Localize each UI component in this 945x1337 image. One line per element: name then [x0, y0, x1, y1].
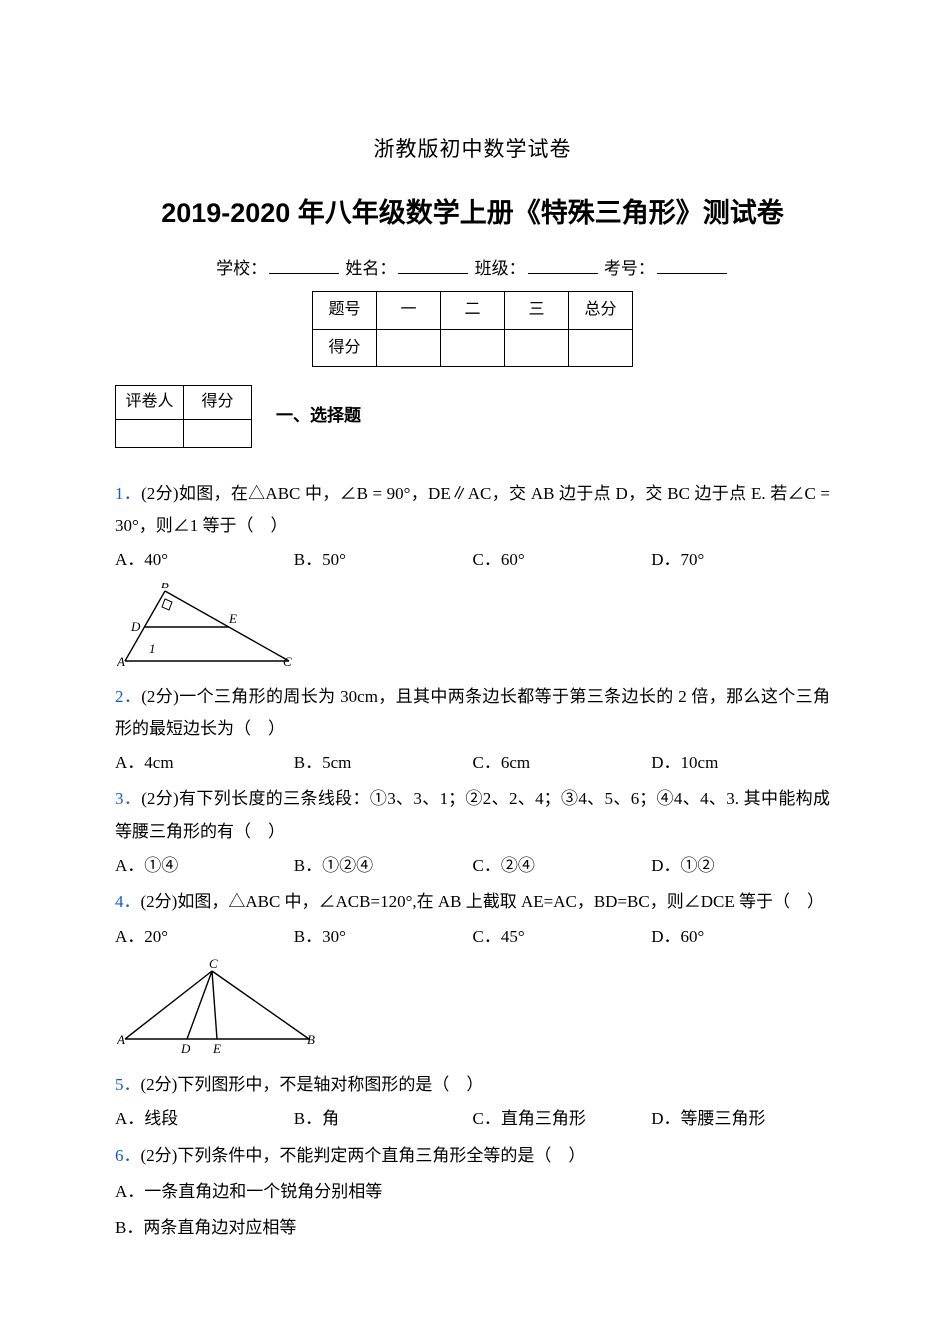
svg-text:C: C — [209, 959, 218, 971]
svg-text:C: C — [283, 654, 292, 667]
cell — [116, 419, 184, 447]
svg-text:E: E — [228, 611, 237, 626]
section-title: 一、选择题 — [276, 400, 361, 432]
question-number: 5． — [115, 1075, 141, 1094]
question-number: 1． — [115, 484, 141, 503]
table-row: 题号 一 二 三 总分 — [313, 292, 633, 329]
options-row: A．线段 B．角 C．直角三角形 D．等腰三角形 — [115, 1103, 830, 1135]
section-header: 评卷人 得分 一、选择题 — [115, 385, 830, 447]
subtitle: 浙教版初中数学试卷 — [115, 130, 830, 170]
svg-text:D: D — [180, 1041, 191, 1055]
cell — [441, 329, 505, 366]
question: 4．(2分)如图，△ABC 中，∠ACB=120°,在 AB 上截取 AE=AC… — [115, 886, 830, 918]
question-text: (2分)一个三角形的周长为 30cm，且其中两条边长都等于第三条边长的 2 倍，… — [115, 687, 830, 738]
question-number: 3． — [115, 789, 141, 808]
cell: 得分 — [313, 329, 377, 366]
question: 6．(2分)下列条件中，不能判定两个直角三角形全等的是（ ） — [115, 1140, 830, 1172]
option: A．4cm — [115, 747, 294, 779]
question: 5．(2分)下列图形中，不是轴对称图形的是（ ） — [115, 1069, 830, 1101]
question-text: (2分)有下列长度的三条线段：①3、3、1；②2、2、4；③4、5、6；④4、4… — [115, 789, 830, 840]
table-row: 评卷人 得分 — [116, 386, 252, 419]
question-text: (2分)下列图形中，不是轴对称图形的是（ ） — [141, 1075, 484, 1094]
option-line: A．一条直角边和一个锐角分别相等 — [115, 1176, 830, 1208]
cell — [377, 329, 441, 366]
cell: 题号 — [313, 292, 377, 329]
option: D．等腰三角形 — [651, 1103, 830, 1135]
option: C．6cm — [473, 747, 652, 779]
option: A．20° — [115, 921, 294, 953]
cell — [569, 329, 633, 366]
question-text: (2分)下列条件中，不能判定两个直角三角形全等的是（ ） — [141, 1146, 586, 1165]
cell: 总分 — [569, 292, 633, 329]
options-row: A．4cm B．5cm C．6cm D．10cm — [115, 747, 830, 779]
cell: 二 — [441, 292, 505, 329]
option: D．10cm — [651, 747, 830, 779]
blank-examno — [657, 257, 727, 274]
figure-triangle-1: A B C D E 1 — [117, 583, 830, 667]
table-row: 得分 — [313, 329, 633, 366]
label-school: 学校： — [216, 259, 267, 278]
option: A．线段 — [115, 1103, 294, 1135]
cell: 评卷人 — [116, 386, 184, 419]
score-table: 题号 一 二 三 总分 得分 — [312, 291, 633, 367]
option-line: B．两条直角边对应相等 — [115, 1212, 830, 1244]
svg-text:A: A — [117, 654, 125, 667]
question-text: (2分)如图，在△ABC 中，∠B = 90°，DE∥AC，交 AB 边于点 D… — [115, 484, 830, 535]
option: B．5cm — [294, 747, 473, 779]
svg-text:E: E — [212, 1041, 221, 1055]
blank-class — [528, 257, 598, 274]
label-class: 班级： — [475, 259, 526, 278]
options-row: A．40° B．50° C．60° D．70° — [115, 544, 830, 576]
main-title: 2019-2020 年八年级数学上册《特殊三角形》测试卷 — [115, 188, 830, 239]
options-row: A．①④ B．①②④ C．②④ D．①② — [115, 850, 830, 882]
cell: 得分 — [184, 386, 252, 419]
option: B．①②④ — [294, 850, 473, 882]
options-row: A．20° B．30° C．45° D．60° — [115, 921, 830, 953]
figure-triangle-2: A B C D E — [117, 959, 830, 1055]
cell: 三 — [505, 292, 569, 329]
svg-text:B: B — [307, 1032, 315, 1047]
option: C．②④ — [473, 850, 652, 882]
option: A．40° — [115, 544, 294, 576]
table-row — [116, 419, 252, 447]
document-page: 浙教版初中数学试卷 2019-2020 年八年级数学上册《特殊三角形》测试卷 学… — [0, 0, 945, 1306]
label-examno: 考号： — [604, 259, 655, 278]
option: D．60° — [651, 921, 830, 953]
option: B．角 — [294, 1103, 473, 1135]
cell — [505, 329, 569, 366]
blank-name — [398, 257, 468, 274]
option: C．45° — [473, 921, 652, 953]
svg-text:A: A — [117, 1032, 125, 1047]
blank-school — [269, 257, 339, 274]
question: 3．(2分)有下列长度的三条线段：①3、3、1；②2、2、4；③4、5、6；④4… — [115, 783, 830, 848]
question: 1．(2分)如图，在△ABC 中，∠B = 90°，DE∥AC，交 AB 边于点… — [115, 478, 830, 543]
option: C．60° — [473, 544, 652, 576]
option: D．①② — [651, 850, 830, 882]
option: C．直角三角形 — [473, 1103, 652, 1135]
question-text: (2分)如图，△ABC 中，∠ACB=120°,在 AB 上截取 AE=AC，B… — [141, 892, 824, 911]
question-number: 4． — [115, 892, 141, 911]
svg-text:D: D — [130, 619, 141, 634]
student-info-line: 学校： 姓名： 班级： 考号： — [115, 253, 830, 285]
option: D．70° — [651, 544, 830, 576]
option: B．30° — [294, 921, 473, 953]
cell: 一 — [377, 292, 441, 329]
option: A．①④ — [115, 850, 294, 882]
svg-text:1: 1 — [149, 641, 156, 656]
label-name: 姓名： — [345, 259, 396, 278]
option: B．50° — [294, 544, 473, 576]
cell — [184, 419, 252, 447]
question-number: 6． — [115, 1146, 141, 1165]
question: 2．(2分)一个三角形的周长为 30cm，且其中两条边长都等于第三条边长的 2 … — [115, 681, 830, 746]
grader-table: 评卷人 得分 — [115, 385, 252, 447]
svg-text:B: B — [161, 583, 169, 591]
question-number: 2． — [115, 687, 141, 706]
